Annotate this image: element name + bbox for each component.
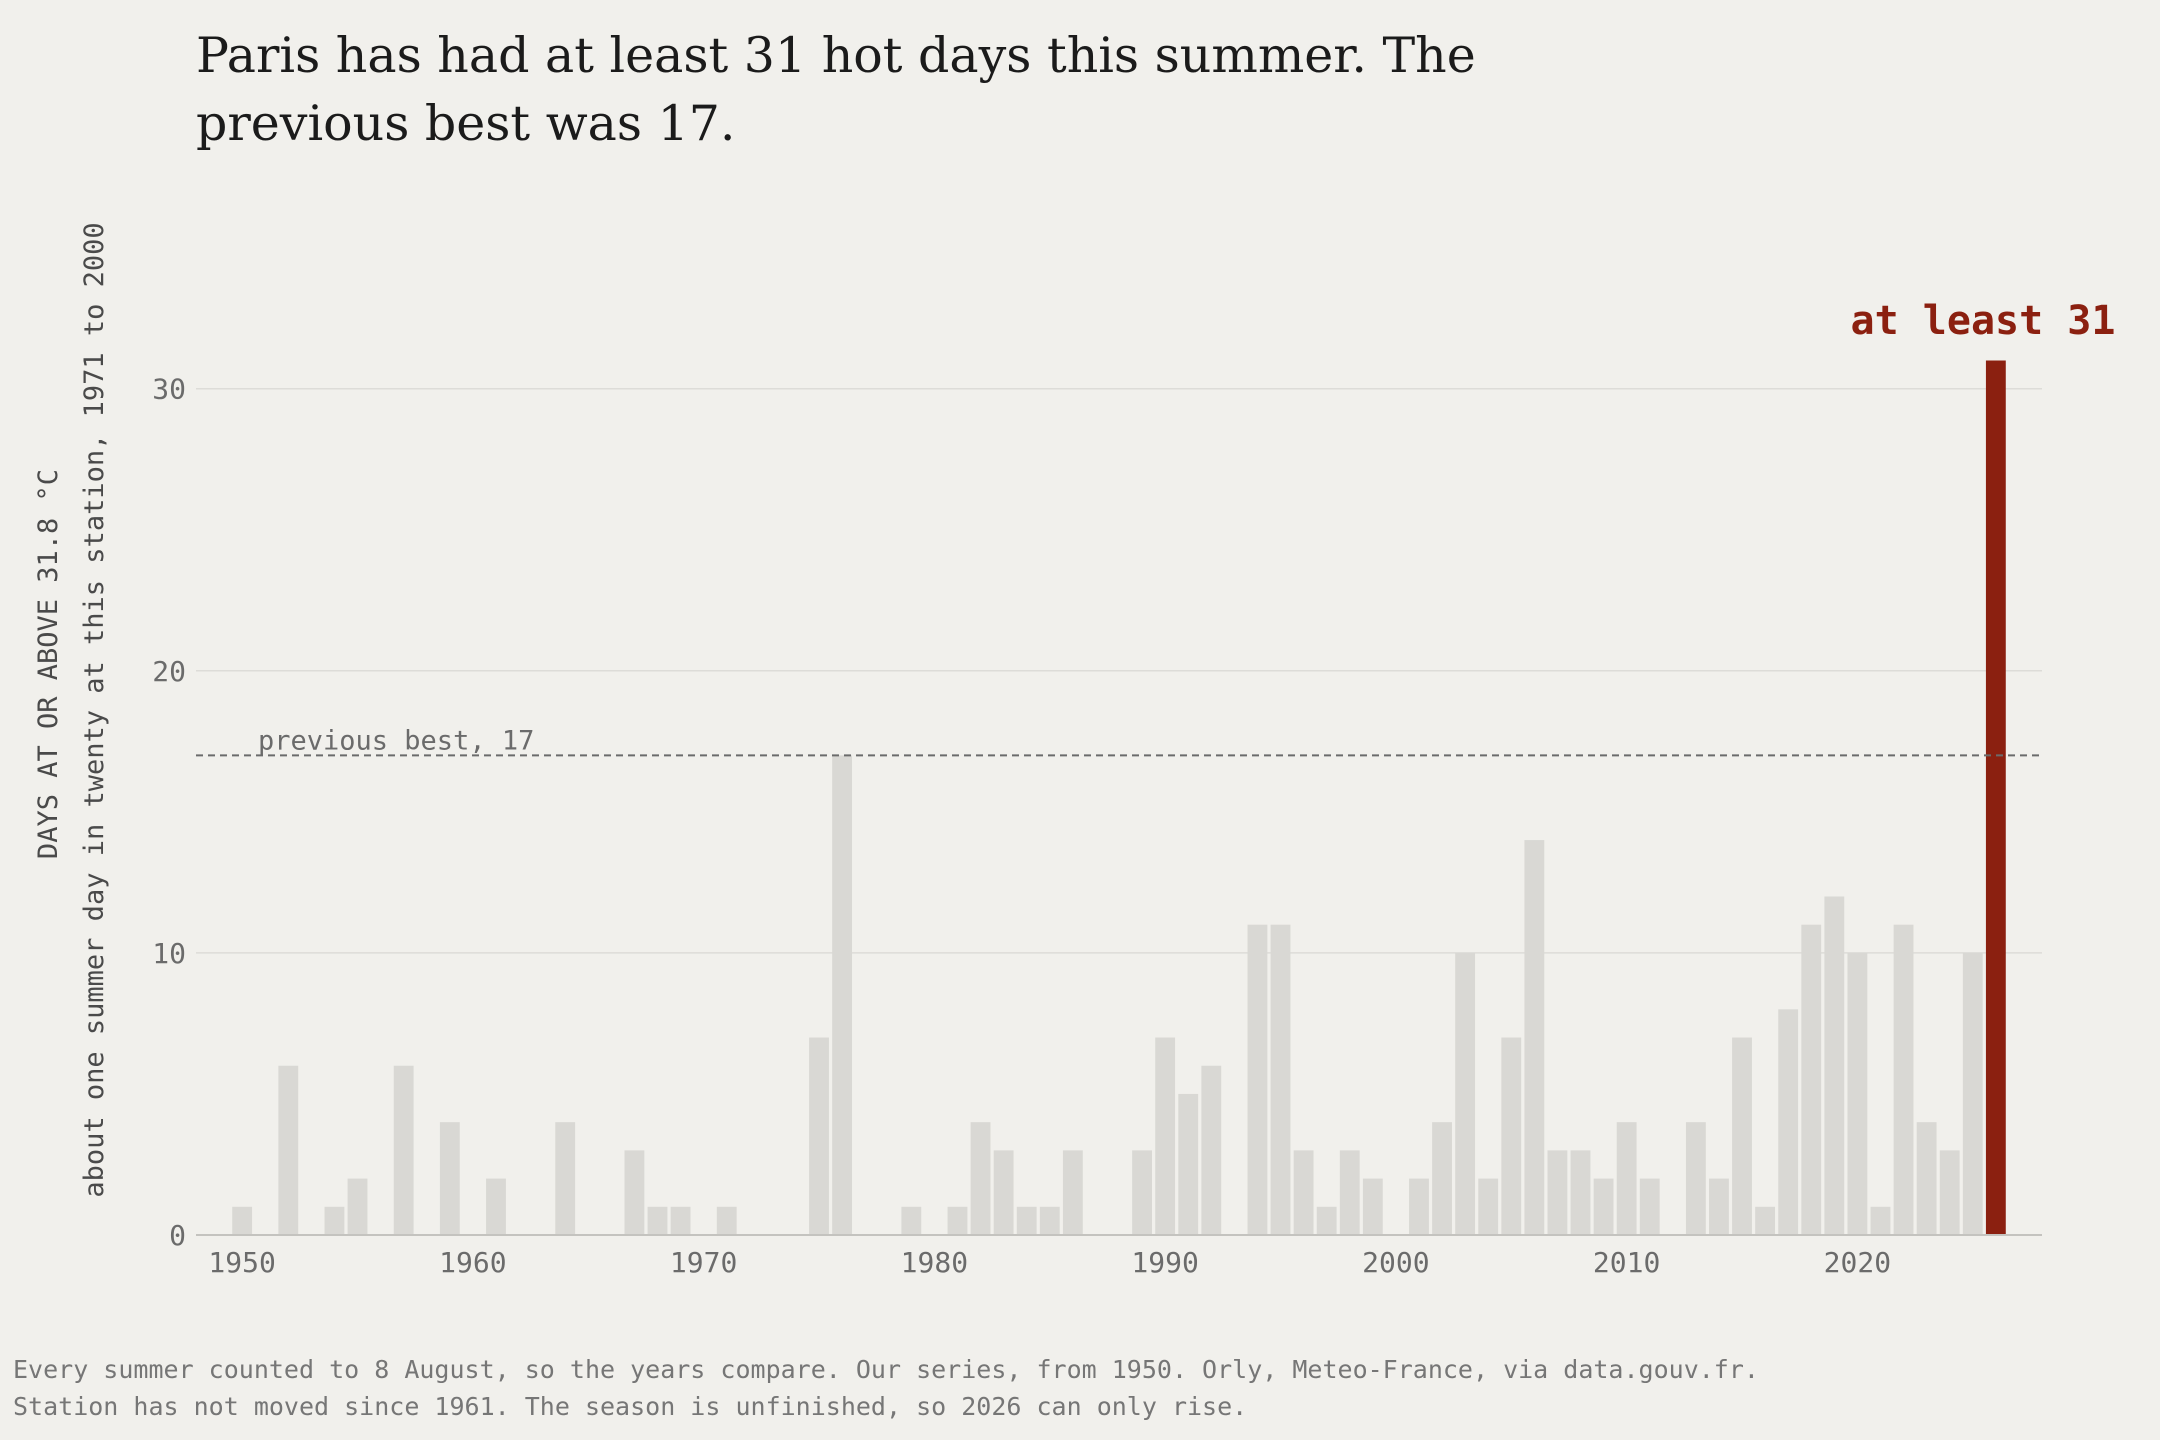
bar: [1524, 840, 1545, 1235]
bar: [1409, 1178, 1429, 1235]
title-line-2: previous best was 17.: [196, 95, 736, 152]
bar: [1132, 1150, 1152, 1235]
bar: [809, 1037, 829, 1235]
bar: [1593, 1178, 1614, 1235]
bar: [1616, 1122, 1637, 1235]
y-tick-label: 30: [152, 373, 186, 406]
bar: [347, 1178, 368, 1235]
x-tick-label: 1960: [439, 1246, 506, 1279]
y-tick-label: 0: [169, 1219, 186, 1252]
bar: [324, 1206, 345, 1235]
bar: [1639, 1178, 1660, 1235]
bar: [716, 1206, 737, 1235]
bar: [1939, 1150, 1960, 1235]
y-axis-titles: DAYS AT OR ABOVE 31.8 °C about one summe…: [33, 222, 110, 1197]
bar: [1432, 1122, 1452, 1235]
highlight-bar: [1985, 360, 2006, 1235]
footnote-line-2: Station has not moved since 1961. The se…: [13, 1392, 1247, 1421]
bar: [1547, 1150, 1568, 1235]
highlight-group: at least 31: [1851, 298, 2116, 344]
footnote-line-1: Every summer counted to 8 August, so the…: [13, 1355, 1759, 1384]
bar: [1293, 1150, 1314, 1235]
x-tick-label: 1990: [1131, 1246, 1198, 1279]
bar: [1455, 952, 1476, 1235]
bar: [393, 1065, 414, 1235]
bar: [1270, 924, 1291, 1235]
bar: [1062, 1150, 1083, 1235]
bar: [1962, 952, 1983, 1235]
bar: [1362, 1178, 1383, 1235]
footnote: Every summer counted to 8 August, so the…: [13, 1355, 1759, 1421]
bar: [1501, 1037, 1522, 1235]
bar: [901, 1206, 922, 1235]
bar: [1339, 1150, 1360, 1235]
bar: [1039, 1206, 1060, 1235]
bar: [1685, 1122, 1706, 1235]
bar: [439, 1122, 460, 1235]
bar: [947, 1206, 968, 1235]
x-tick-labels: 1950 1960 1970 1980 1990 2000 2010 2020: [208, 1246, 1891, 1279]
bar: [1247, 924, 1268, 1235]
gridlines: [196, 387, 2042, 954]
bar: [624, 1150, 645, 1235]
bar: [832, 755, 853, 1235]
bar: [1201, 1065, 1222, 1235]
x-tick-label: 2010: [1593, 1246, 1660, 1279]
bar: [1824, 896, 1845, 1235]
bar: [993, 1150, 1014, 1235]
reference-line-group: previous best, 17: [196, 725, 2042, 757]
bar: [1178, 1093, 1199, 1235]
y-axis-subtitle: about one summer day in twenty at this s…: [79, 222, 110, 1197]
bar: [1916, 1122, 1937, 1235]
bar: [1570, 1150, 1591, 1235]
bar: [1316, 1206, 1337, 1235]
bar: [970, 1122, 991, 1235]
y-axis-title: DAYS AT OR ABOVE 31.8 °C: [33, 469, 64, 859]
bar: [1732, 1037, 1752, 1235]
y-tick-label: 10: [152, 937, 186, 970]
y-tick-label: 20: [152, 655, 186, 688]
bar: [1870, 1206, 1891, 1235]
reference-line-label: previous best, 17: [258, 725, 534, 756]
bar: [486, 1178, 506, 1235]
bar: [1755, 1206, 1776, 1235]
bar: [278, 1065, 299, 1235]
x-tick-label: 2000: [1362, 1246, 1429, 1279]
x-tick-label: 1980: [901, 1246, 968, 1279]
bar: [1778, 1009, 1799, 1235]
bar: [555, 1122, 576, 1235]
bar: [1709, 1178, 1729, 1235]
bar: [1801, 924, 1822, 1235]
bar: [1478, 1178, 1499, 1235]
bars: [196, 360, 2042, 1236]
x-tick-label: 1950: [208, 1246, 275, 1279]
x-tick-label: 1970: [670, 1246, 737, 1279]
bar: [647, 1206, 668, 1235]
bar: [670, 1206, 691, 1235]
chart-title: Paris has had at least 31 hot days this …: [196, 27, 1476, 152]
bar: [1016, 1206, 1037, 1235]
bar: [1893, 924, 1914, 1235]
bar: [1847, 952, 1868, 1235]
bar: [232, 1206, 253, 1235]
bar: [1155, 1037, 1176, 1235]
y-tick-labels: 0 10 20 30: [152, 373, 186, 1252]
title-line-1: Paris has had at least 31 hot days this …: [196, 27, 1476, 84]
highlight-label: at least 31: [1851, 298, 2116, 344]
x-tick-label: 2020: [1824, 1246, 1891, 1279]
